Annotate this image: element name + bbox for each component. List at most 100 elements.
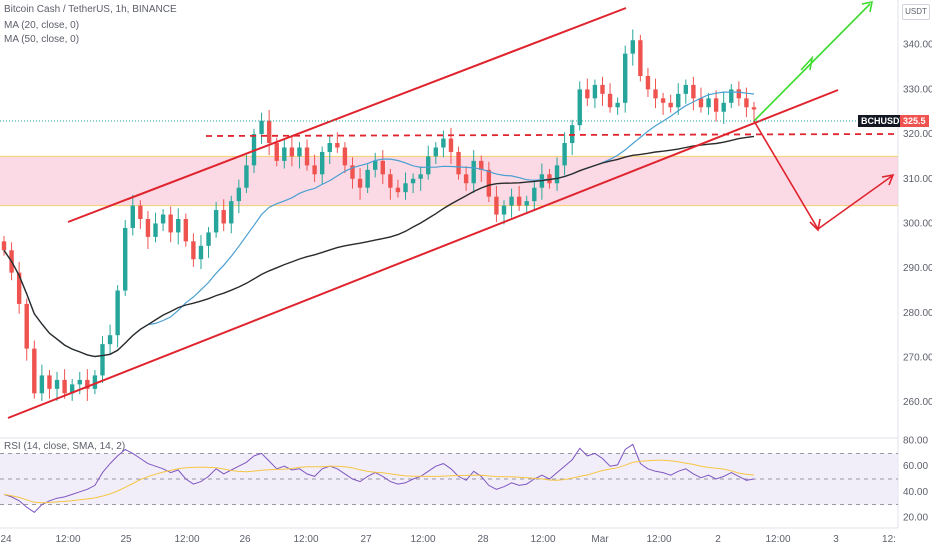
- candle-body: [721, 102, 726, 112]
- time-tick-label: Mar: [591, 534, 609, 545]
- time-tick-label: 24: [0, 534, 12, 545]
- candle-body: [274, 143, 279, 161]
- candle-body: [176, 219, 181, 233]
- bull-arrow-head: [861, 0, 874, 13]
- candle-body: [327, 143, 332, 152]
- candle-body: [426, 156, 431, 175]
- candle-body: [100, 344, 105, 376]
- candle-body: [16, 272, 22, 304]
- candle-body: [183, 219, 189, 242]
- candle-body: [615, 102, 620, 108]
- price-tick-label: 330.00: [903, 84, 932, 95]
- candle-body: [168, 214, 173, 233]
- rsi-line: [3, 443, 755, 513]
- candle-body: [433, 147, 439, 157]
- bear-arrow-head: [881, 173, 895, 186]
- candle-body: [448, 138, 454, 152]
- candle-body: [554, 165, 560, 184]
- candle-body: [479, 160, 484, 170]
- candle-body: [304, 147, 310, 166]
- candle-body: [92, 375, 98, 389]
- candle-body: [289, 147, 295, 157]
- candle-body: [213, 210, 219, 233]
- candle-body: [244, 165, 249, 188]
- time-tick-label: 12:: [882, 534, 896, 545]
- candle-body: [706, 98, 711, 108]
- price-tick-label: 280.00: [903, 308, 932, 319]
- candle-body: [600, 84, 605, 94]
- candle-body: [115, 290, 120, 336]
- candle-body: [206, 232, 211, 246]
- time-tick-label: 28: [477, 534, 489, 545]
- resistance-dashed-line: [205, 133, 899, 137]
- candle-body: [130, 205, 135, 228]
- candle-body: [418, 174, 423, 179]
- candle-body: [319, 151, 325, 175]
- candle-body: [229, 201, 234, 224]
- candle-body: [751, 107, 757, 110]
- candle-body: [532, 187, 537, 202]
- price-tick-label: 290.00: [903, 263, 932, 274]
- candle-body: [653, 89, 658, 99]
- candle-body: [77, 379, 82, 385]
- channel-upper-line: [67, 7, 627, 223]
- candle-body: [54, 379, 60, 389]
- candle-body: [645, 75, 651, 90]
- candle-body: [388, 174, 393, 188]
- candle-body: [350, 165, 355, 179]
- candle-body: [342, 147, 348, 166]
- candle-body: [395, 187, 401, 193]
- price-tick-label: 340.00: [903, 40, 932, 51]
- candle-body: [736, 89, 742, 99]
- time-tick-label: 3: [833, 534, 839, 545]
- ma20-legend: MA (20, close, 0): [4, 20, 80, 31]
- candle-body: [259, 120, 264, 135]
- candle-body: [47, 375, 52, 389]
- candle-body: [623, 53, 628, 103]
- candle-body: [153, 223, 158, 237]
- rsi-legend: RSI (14, close, SMA, 14, 2): [4, 441, 126, 452]
- rsi-tick-label: 40.00: [903, 487, 928, 498]
- candle-body: [365, 169, 370, 188]
- candle-body: [607, 93, 613, 108]
- candle-body: [39, 375, 45, 394]
- time-tick-label: 12:00: [410, 534, 435, 545]
- candle-body: [221, 210, 226, 224]
- symbol-badge: BCHUSDT: [858, 115, 908, 127]
- time-tick-label: 12:00: [765, 534, 790, 545]
- candle-body: [24, 303, 29, 349]
- price-tick-label: 260.00: [903, 397, 932, 408]
- time-tick-label: 12:00: [174, 534, 199, 545]
- time-tick-label: 12:00: [646, 534, 671, 545]
- candle-body: [236, 187, 242, 202]
- channel-lower-line: [7, 89, 839, 419]
- candle-body: [191, 241, 196, 260]
- candle-body: [312, 165, 317, 175]
- price-tick-label: 300.00: [903, 218, 932, 229]
- candle-body: [1, 241, 7, 251]
- rsi-tick-label: 80.00: [903, 436, 928, 447]
- candle-body: [592, 84, 598, 99]
- candle-body: [494, 196, 499, 215]
- currency-button[interactable]: USDT: [902, 4, 930, 20]
- bull-arrow-mid-head: [800, 55, 814, 71]
- candle-body: [676, 93, 681, 108]
- candle-body: [683, 84, 689, 94]
- candle-body: [713, 98, 719, 112]
- time-tick-label: 12:00: [293, 534, 318, 545]
- candle-body: [524, 201, 529, 206]
- candle-body: [62, 379, 67, 394]
- candle-body: [160, 214, 166, 224]
- candle-body: [577, 89, 582, 126]
- ma50-line: [3, 135, 755, 358]
- candle-body: [486, 169, 492, 197]
- candle-body: [403, 183, 408, 193]
- candle-body: [471, 160, 476, 184]
- rsi-sma-line: [3, 459, 755, 504]
- candle-body: [585, 89, 590, 99]
- candle-body: [410, 178, 416, 184]
- candle-body: [69, 384, 75, 394]
- candle-body: [744, 98, 749, 108]
